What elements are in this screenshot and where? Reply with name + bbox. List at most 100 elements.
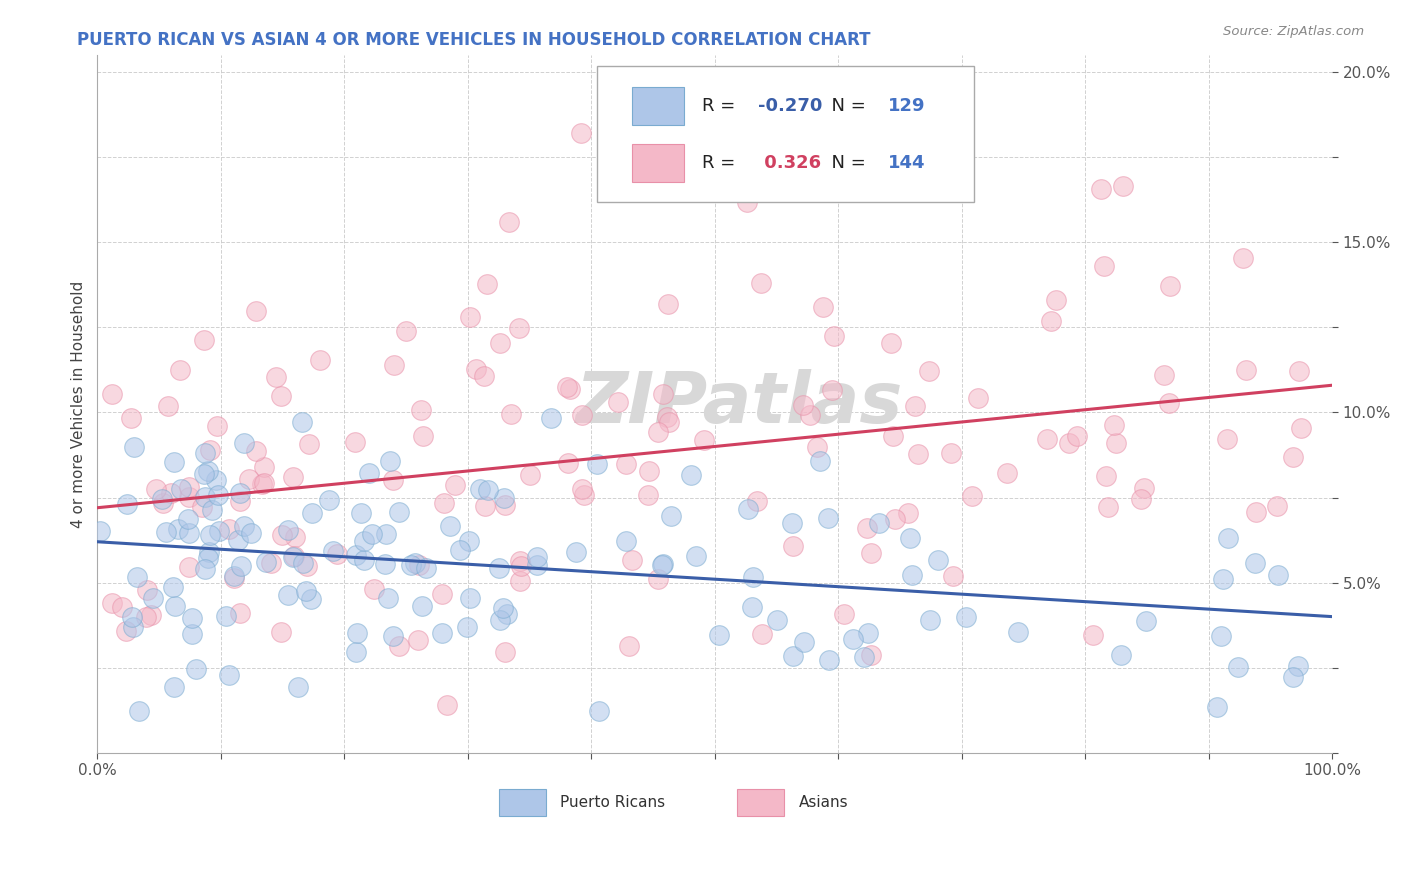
Point [433, 496, 456, 510]
Point [89, 524, 111, 538]
Point [1097, 500, 1119, 514]
Point [620, 553, 643, 567]
Point [291, 416, 314, 430]
Point [399, 558, 422, 573]
Point [659, 509, 682, 524]
Bar [499, 789, 546, 815]
Point [651, 557, 673, 571]
Point [494, 645, 516, 659]
Point [298, 437, 321, 451]
Point [1216, 531, 1239, 545]
Point [693, 434, 716, 448]
Point [120, 411, 142, 425]
Bar [633, 87, 683, 125]
Point [326, 547, 349, 561]
Point [231, 558, 253, 573]
Point [145, 482, 167, 496]
Point [357, 466, 380, 480]
Point [637, 488, 659, 502]
Point [647, 573, 669, 587]
Point [614, 534, 637, 549]
Point [1095, 468, 1118, 483]
Point [229, 606, 252, 620]
Point [412, 429, 434, 443]
Point [555, 379, 578, 393]
Text: 144: 144 [887, 154, 925, 172]
Point [745, 494, 768, 508]
Point [363, 582, 385, 597]
Point [245, 444, 267, 458]
Point [780, 516, 803, 530]
Point [228, 533, 250, 547]
Point [295, 559, 318, 574]
Point [651, 558, 673, 572]
Point [927, 553, 949, 567]
Point [194, 562, 217, 576]
Point [344, 645, 367, 659]
Point [270, 389, 292, 403]
Point [1282, 450, 1305, 464]
Point [395, 324, 418, 338]
Point [245, 303, 267, 318]
Point [1232, 251, 1254, 265]
Point [647, 425, 669, 439]
Point [181, 627, 204, 641]
Point [465, 361, 488, 376]
Point [415, 561, 437, 575]
Point [152, 496, 174, 510]
Point [283, 549, 305, 563]
Point [655, 409, 678, 424]
Point [344, 548, 367, 562]
Point [218, 668, 240, 682]
Point [841, 632, 863, 647]
Point [540, 411, 562, 425]
Point [198, 528, 221, 542]
Point [569, 126, 592, 140]
Point [344, 435, 367, 450]
Point [177, 560, 200, 574]
Point [918, 364, 941, 378]
Point [163, 680, 186, 694]
Text: Asians: Asians [799, 795, 848, 810]
Point [617, 639, 640, 653]
Point [198, 544, 221, 558]
Point [411, 599, 433, 614]
Point [458, 591, 481, 606]
Point [162, 580, 184, 594]
Point [679, 468, 702, 483]
Point [586, 458, 609, 472]
Point [737, 502, 759, 516]
Point [150, 492, 173, 507]
Point [404, 556, 426, 570]
Point [260, 556, 283, 570]
Point [382, 358, 405, 372]
Point [197, 464, 219, 478]
Point [301, 506, 323, 520]
Text: N =: N = [820, 154, 872, 172]
Point [1066, 429, 1088, 443]
Point [1212, 572, 1234, 586]
Point [475, 277, 498, 291]
Point [1159, 278, 1181, 293]
Point [749, 276, 772, 290]
Point [817, 510, 839, 524]
Text: Source: ZipAtlas.com: Source: ZipAtlas.com [1223, 25, 1364, 38]
Point [233, 518, 256, 533]
Point [904, 399, 927, 413]
Point [526, 549, 548, 564]
Point [430, 626, 453, 640]
Point [859, 546, 882, 560]
Point [1090, 182, 1112, 196]
Point [1157, 396, 1180, 410]
Point [782, 648, 804, 663]
Point [793, 635, 815, 649]
Point [430, 587, 453, 601]
Point [162, 455, 184, 469]
Point [782, 539, 804, 553]
Point [509, 574, 531, 588]
Point [868, 516, 890, 530]
Point [1267, 567, 1289, 582]
Point [382, 628, 405, 642]
Point [224, 569, 246, 583]
Point [509, 554, 531, 568]
